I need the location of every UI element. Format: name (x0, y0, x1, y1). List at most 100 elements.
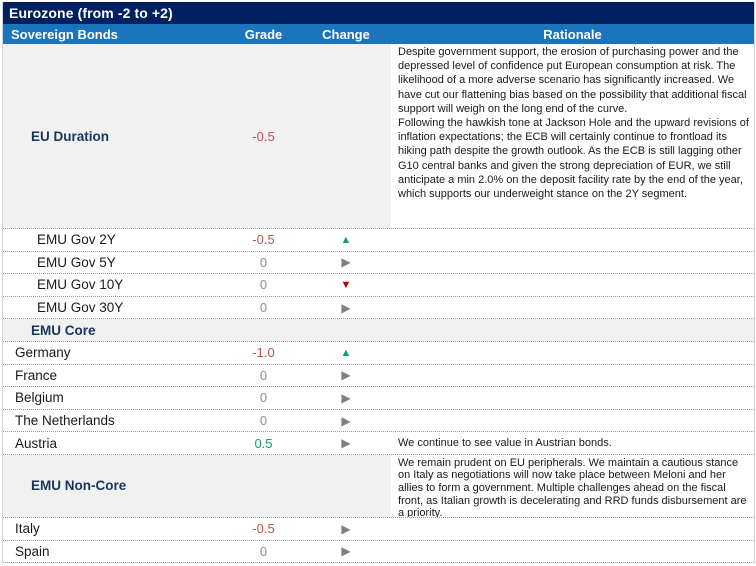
grade-cell: -0.5 (226, 518, 301, 540)
table-row: France 0 ▶ (3, 364, 754, 388)
bond-name: EMU Non-Core (31, 478, 127, 494)
rationale-cell: Despite government support, the erosion … (391, 44, 754, 228)
rationale-cell (391, 541, 754, 563)
change-cell: ▶ (301, 297, 391, 319)
rationale-cell (391, 387, 754, 409)
change-cell: ▶ (301, 432, 391, 454)
table-row: Spain 0 ▶ (3, 540, 754, 564)
rationale-cell (391, 297, 754, 319)
rationale-cell: We continue to see value in Austrian bon… (391, 432, 754, 454)
rationale-cell (391, 319, 754, 341)
rationale-text: Following the hawkish tone at Jackson Ho… (398, 117, 749, 201)
change-right-icon: ▶ (341, 544, 351, 559)
grade-cell (226, 319, 301, 341)
grade-value: 0 (259, 254, 268, 270)
bond-name: EMU Gov 30Y (37, 300, 124, 316)
grade-cell: 0 (226, 541, 301, 563)
change-right-icon: ▶ (341, 368, 351, 383)
bond-name-cell: EMU Gov 2Y (3, 229, 226, 251)
grade-value: -0.5 (252, 521, 275, 537)
grade-value: 0 (259, 277, 268, 293)
change-cell: ▶ (301, 518, 391, 540)
change-cell: ▼ (301, 274, 391, 296)
bond-name: Italy (15, 521, 40, 537)
change-right-icon: ▶ (341, 413, 351, 428)
rationale-text: Despite government support, the erosion … (398, 46, 747, 115)
bond-name-cell: EMU Gov 5Y (3, 252, 226, 274)
grade-cell: -0.5 (226, 229, 301, 251)
table-row: Austria 0.5 ▶ We continue to see value i… (3, 432, 754, 455)
change-cell: ▶ (301, 365, 391, 387)
rationale-cell (391, 252, 754, 274)
rationale-cell: We remain prudent on EU peripherals. We … (391, 454, 754, 517)
bond-name: Austria (15, 435, 58, 451)
change-up-icon: ▲ (340, 233, 352, 246)
bond-name: EMU Gov 5Y (37, 254, 116, 270)
table-row: Germany -1.0 ▲ (3, 341, 754, 365)
grade-cell: 0 (226, 252, 301, 274)
bond-name: EMU Gov 2Y (37, 232, 116, 248)
change-right-icon: ▶ (341, 390, 351, 405)
table-body: EU Duration -0.5 Despite government supp… (3, 44, 754, 564)
bond-name: EMU Core (31, 322, 96, 338)
bond-name-cell: EMU Gov 10Y (3, 274, 226, 296)
grade-cell: 0 (226, 387, 301, 409)
change-down-icon: ▼ (340, 278, 352, 291)
rationale-cell (391, 274, 754, 296)
bond-name-cell: The Netherlands (3, 410, 226, 432)
table-row: EU Duration -0.5 Despite government supp… (3, 44, 754, 229)
rationale-cell (391, 518, 754, 540)
bond-name: France (15, 367, 58, 383)
table-row: EMU Gov 10Y 0 ▼ (3, 274, 754, 297)
column-header-row: Sovereign Bonds Grade Change Rationale (3, 24, 754, 44)
bond-name: EMU Gov 10Y (37, 277, 124, 293)
bond-name: EU Duration (31, 128, 110, 144)
bond-name-cell: Belgium (3, 387, 226, 409)
rationale-text: We remain prudent on EU peripherals. We … (398, 456, 747, 517)
table-row: Italy -0.5 ▶ (3, 517, 754, 541)
grade-value: -0.5 (252, 128, 275, 144)
grade-cell: 0 (226, 274, 301, 296)
table-row: The Netherlands 0 ▶ (3, 409, 754, 433)
rationale-cell (391, 229, 754, 251)
bond-name-cell: EMU Core (3, 319, 226, 341)
grade-cell: 0.5 (226, 432, 301, 454)
change-cell: ▶ (301, 387, 391, 409)
bond-name-cell: Spain (3, 541, 226, 563)
change-cell: ▶ (301, 541, 391, 563)
rationale-cell (391, 365, 754, 387)
grade-cell: 0 (226, 410, 301, 432)
grade-value: 0 (259, 390, 268, 406)
bond-name: Germany (15, 345, 71, 361)
bond-name-cell: France (3, 365, 226, 387)
grade-cell: 0 (226, 297, 301, 319)
grade-value: -1.0 (252, 345, 275, 361)
bond-name-cell: EMU Gov 30Y (3, 297, 226, 319)
grade-value: 0 (259, 543, 268, 559)
table-row: EMU Gov 5Y 0 ▶ (3, 251, 754, 275)
grade-cell (226, 454, 301, 517)
rationale-cell (391, 410, 754, 432)
bond-name: The Netherlands (15, 413, 115, 429)
bond-name-cell: Austria (3, 432, 226, 454)
bond-name-cell: Italy (3, 518, 226, 540)
grade-value: 0 (259, 413, 268, 429)
rationale-cell (391, 342, 754, 364)
column-header-rationale: Rationale (543, 26, 602, 42)
change-right-icon: ▶ (341, 300, 351, 315)
rationale-text: We continue to see value in Austrian bon… (398, 437, 612, 450)
change-cell: ▲ (301, 342, 391, 364)
bond-name: Spain (15, 543, 50, 559)
table-title-bar: Eurozone (from -2 to +2) (3, 2, 754, 24)
grade-cell: 0 (226, 365, 301, 387)
column-header-grade: Grade (244, 26, 283, 42)
grade-cell: -0.5 (226, 44, 301, 228)
change-right-icon: ▶ (341, 521, 351, 536)
table-row: EMU Gov 30Y 0 ▶ (3, 296, 754, 320)
grade-value: 0 (259, 367, 268, 383)
grade-value: 0.5 (254, 435, 273, 451)
bond-name-cell: EU Duration (3, 44, 226, 228)
bond-name-cell: Germany (3, 342, 226, 364)
change-right-icon: ▶ (341, 255, 351, 270)
